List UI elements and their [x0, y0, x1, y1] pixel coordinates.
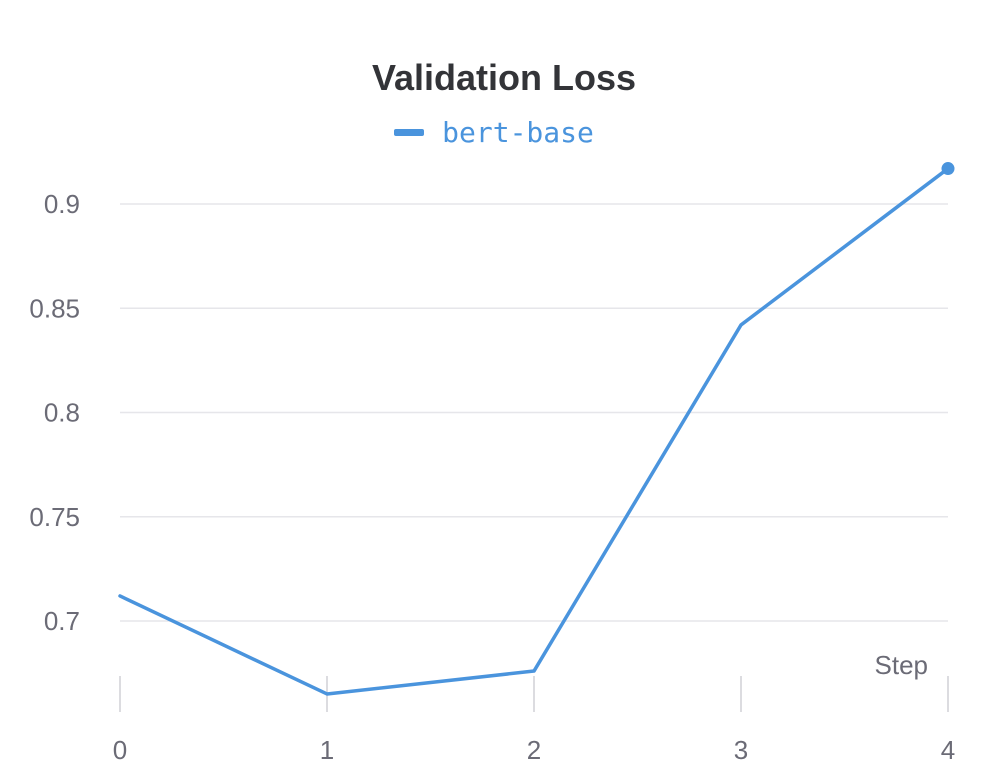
y-tick-label-2: 0.8	[44, 398, 80, 428]
series-line-bert-base	[118, 166, 950, 696]
legend-swatch	[394, 129, 425, 136]
x-axis-label: Step	[875, 650, 929, 680]
x-tick-label-2: 2	[527, 735, 541, 765]
y-tick-label-4: 0.9	[44, 189, 80, 219]
data-point-4	[941, 162, 955, 176]
x-tick-label-1: 1	[320, 735, 334, 765]
y-tick-label-0: 0.7	[44, 606, 80, 636]
x-tick-label-0: 0	[113, 735, 127, 765]
legend-label: bert-base	[442, 115, 594, 149]
x-tick-label-3: 3	[734, 735, 748, 765]
grid-lines	[120, 203, 948, 622]
chart-title: Validation Loss	[371, 57, 637, 98]
y-axis-tick-labels: 0.7 0.75 0.8 0.85 0.9	[29, 189, 80, 636]
y-tick-label-3: 0.85	[29, 293, 80, 323]
series-layer	[118, 162, 955, 696]
y-tick-label-1: 0.75	[29, 502, 80, 532]
x-axis-tick-labels: 0 1 2 3 4	[113, 735, 955, 765]
legend-item-bert-base[interactable]: bert-base	[394, 113, 594, 153]
legend: bert-base	[0, 112, 1008, 153]
x-axis-tick-marks	[119, 676, 949, 712]
x-tick-label-4: 4	[941, 735, 955, 765]
